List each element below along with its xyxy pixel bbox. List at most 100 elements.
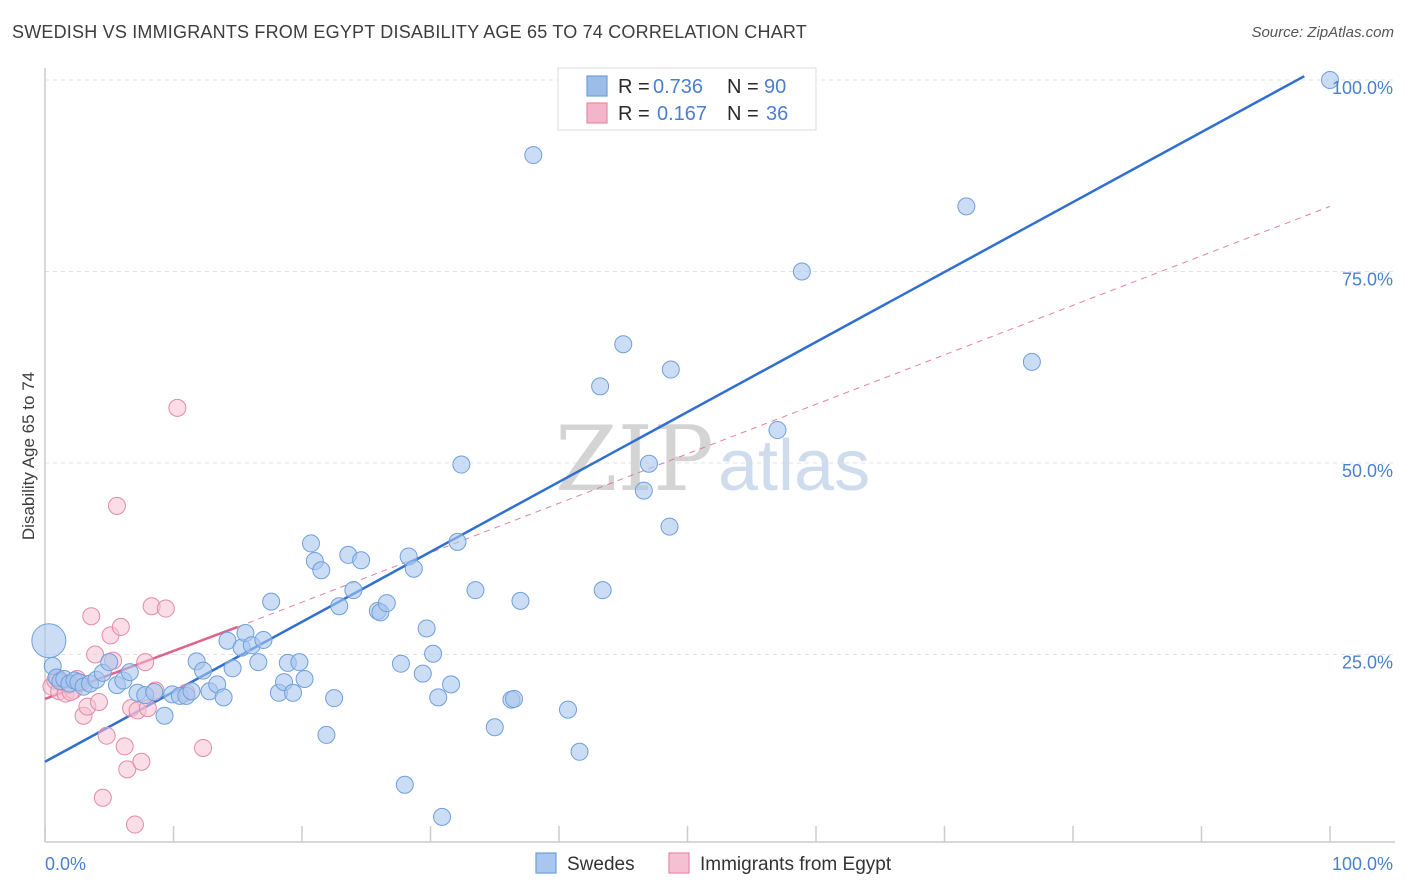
data-point-swedes xyxy=(634,481,653,500)
data-point-swedes xyxy=(660,517,679,536)
data-point-egypt xyxy=(168,398,187,417)
data-point-swedes xyxy=(391,654,410,673)
data-point-swedes xyxy=(344,581,363,600)
data-point-swedes xyxy=(249,653,268,672)
data-point-swedes xyxy=(417,619,436,638)
data-point-egypt xyxy=(136,653,155,672)
data-point-swedes xyxy=(214,688,233,707)
data-point-swedes xyxy=(429,688,448,707)
y-axis-label: Disability Age 65 to 74 xyxy=(19,372,38,540)
legend-swatch-swedes xyxy=(586,75,608,97)
data-point-swedes xyxy=(182,682,201,701)
data-point-swedes xyxy=(1321,71,1339,89)
data-point-swedes xyxy=(395,775,414,794)
data-point-swedes xyxy=(413,664,432,683)
legend-n-label: N = xyxy=(727,103,759,125)
bottom-legend-label-egypt: Immigrants from Egypt xyxy=(700,854,892,875)
series-swedes xyxy=(31,71,1339,826)
data-point-swedes xyxy=(570,742,589,761)
y-tick-label: 75.0% xyxy=(1342,270,1393,290)
data-point-swedes xyxy=(957,197,976,216)
data-point-swedes xyxy=(505,689,524,708)
data-point-swedes xyxy=(284,683,303,702)
data-point-egypt xyxy=(156,599,175,618)
data-point-swedes xyxy=(792,262,811,281)
data-point-swedes xyxy=(301,534,320,553)
data-point-swedes xyxy=(404,559,423,578)
data-point-swedes xyxy=(262,592,281,611)
data-point-swedes xyxy=(254,630,273,649)
legend-r-value-swedes: 0.736 xyxy=(653,76,703,98)
data-point-swedes xyxy=(558,700,577,719)
data-point-egypt xyxy=(89,692,108,711)
series-immigrants-from-egypt xyxy=(42,398,213,834)
data-point-egypt xyxy=(86,645,105,664)
data-point-swedes xyxy=(424,644,443,663)
data-point-swedes xyxy=(614,335,633,354)
data-point-swedes xyxy=(330,597,349,616)
data-point-swedes xyxy=(155,706,174,725)
data-point-swedes xyxy=(511,591,530,610)
data-point-swedes xyxy=(223,659,242,678)
data-point-swedes xyxy=(194,661,213,680)
data-point-swedes xyxy=(317,725,336,744)
data-point-swedes xyxy=(448,532,467,551)
data-point-swedes xyxy=(661,360,680,379)
data-point-egypt xyxy=(115,737,134,756)
data-point-egypt xyxy=(118,760,137,779)
y-tick-label: 50.0% xyxy=(1342,461,1393,481)
watermark-atlas: atlas xyxy=(718,426,870,506)
x-axis-ticks xyxy=(44,826,1331,842)
data-point-egypt xyxy=(107,496,126,515)
data-point-swedes xyxy=(591,377,610,396)
bottom-legend-swatch-swedes xyxy=(535,852,557,874)
data-point-egypt xyxy=(111,617,130,636)
chart-title: SWEDISH VS IMMIGRANTS FROM EGYPT DISABIL… xyxy=(12,22,807,42)
y-tick-labels: 25.0% 50.0% 75.0% 100.0% xyxy=(1332,78,1393,673)
legend-r-label: R = xyxy=(618,76,650,98)
y-tick-label: 25.0% xyxy=(1342,653,1393,673)
data-point-egypt xyxy=(132,752,151,771)
legend: R = 0.736 N = 90 R = 0.167 N = 36 xyxy=(557,67,817,131)
gridlines xyxy=(45,79,1395,655)
data-point-swedes xyxy=(1022,352,1041,371)
data-point-egypt xyxy=(194,738,213,757)
data-point-swedes xyxy=(377,594,396,613)
legend-n-value-swedes: 90 xyxy=(764,76,786,98)
data-point-swedes xyxy=(100,653,119,672)
data-point-swedes xyxy=(485,718,504,737)
data-point-swedes xyxy=(768,421,787,440)
data-point-swedes xyxy=(442,675,461,694)
legend-n-value-egypt: 36 xyxy=(766,103,788,125)
legend-r-value-egypt: 0.167 xyxy=(657,103,707,125)
data-point-swedes xyxy=(290,653,309,672)
data-point-swedes xyxy=(352,551,371,570)
data-point-swedes xyxy=(466,581,485,600)
trend-line-swedes xyxy=(44,75,1305,763)
x-tick-label-min: 0.0% xyxy=(45,854,86,874)
data-point-swedes xyxy=(31,623,67,659)
data-point-swedes xyxy=(593,581,612,600)
y-tick-label: 100.0% xyxy=(1332,78,1393,98)
data-point-swedes xyxy=(524,146,543,165)
bottom-legend-swatch-egypt xyxy=(668,852,690,874)
trend-line-egypt-extended xyxy=(237,205,1331,628)
x-tick-label-max: 100.0% xyxy=(1332,854,1393,874)
data-point-swedes xyxy=(639,454,658,473)
legend-swatch-egypt xyxy=(586,102,608,124)
watermark-zip: ZIP xyxy=(555,407,714,512)
data-point-swedes xyxy=(295,670,314,689)
data-point-swedes xyxy=(145,683,164,702)
data-point-swedes xyxy=(452,455,471,474)
data-point-egypt xyxy=(97,726,116,745)
data-point-swedes xyxy=(433,807,452,826)
data-point-egypt xyxy=(82,607,101,626)
data-point-swedes xyxy=(325,689,344,708)
data-point-egypt xyxy=(125,815,144,834)
legend-n-label: N = xyxy=(727,76,759,98)
bottom-legend-label-swedes: Swedes xyxy=(567,854,635,875)
bottom-legend: Swedes Immigrants from Egypt xyxy=(535,852,892,875)
data-point-egypt xyxy=(93,788,112,807)
legend-r-label: R = xyxy=(618,103,650,125)
